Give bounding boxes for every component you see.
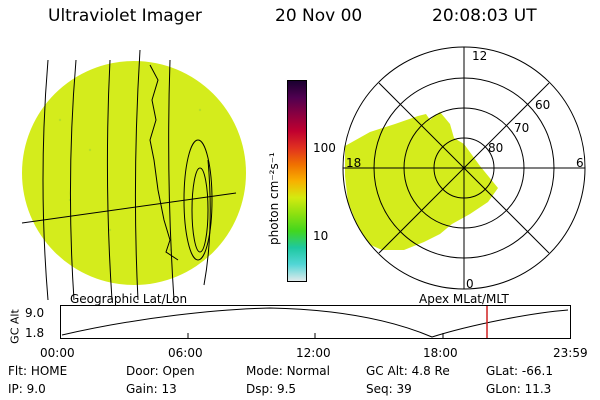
colorbar-tick-100: 100 — [313, 141, 336, 155]
altitude-plot — [60, 305, 571, 339]
altitude-xtick-1200: 12:00 — [296, 346, 331, 360]
status-glon: GLon: 11.3 — [486, 382, 551, 396]
status-dsp: Dsp: 9.5 — [246, 382, 296, 396]
status-glon-value: 11.3 — [524, 382, 552, 396]
mlt-label-18: 18 — [346, 156, 361, 170]
polar-grid — [342, 46, 586, 290]
geographic-image — [21, 49, 246, 300]
status-seq: Seq: 39 — [366, 382, 412, 396]
earth-disk — [22, 61, 246, 285]
status-ip-label: IP: — [8, 382, 23, 396]
altitude-ylabel: GC Alt — [8, 309, 22, 344]
altitude-xtick-0000: 00:00 — [40, 346, 75, 360]
status-door: Door: Open — [126, 364, 195, 378]
status-glon-label: GLon: — [486, 382, 521, 396]
status-gc-alt: GC Alt: 4.8 Re — [366, 364, 450, 378]
altitude-ytick-max: 9.0 — [25, 306, 45, 320]
status-glat-label: GLat: — [486, 364, 519, 378]
lat-label-60: 60 — [535, 98, 550, 112]
mlt-label-0: 0 — [466, 277, 474, 290]
lat-label-80: 80 — [488, 141, 503, 155]
altitude-ytick-min: 1.8 — [25, 326, 45, 340]
status-seq-value: 39 — [396, 382, 412, 396]
status-gain-value: 13 — [161, 382, 177, 396]
polar-plot: 12 18 6 0 60 70 80 — [342, 46, 586, 290]
colorbar-tick-10: 10 — [313, 229, 329, 243]
altitude-xtick-1800: 18:00 — [423, 346, 458, 360]
colorbar-strip — [287, 80, 307, 282]
instrument-title: Ultraviolet Imager — [48, 6, 202, 26]
status-gc-alt-label: GC Alt: — [366, 364, 408, 378]
geographic-grid — [21, 49, 237, 300]
status-flt: Flt: HOME — [8, 364, 67, 378]
mlt-label-12: 12 — [472, 49, 487, 63]
left-panel-caption: Geographic Lat/Lon — [70, 292, 188, 306]
status-ip: IP: 9.0 — [8, 382, 46, 396]
right-panel-caption: Apex MLat/MLT — [419, 292, 509, 306]
status-gc-alt-value: 4.8 Re — [411, 364, 450, 378]
status-flt-label: Flt: — [8, 364, 27, 378]
status-flt-value: HOME — [30, 364, 68, 378]
status-dsp-label: Dsp: — [246, 382, 274, 396]
colorbar — [287, 80, 307, 282]
status-glat-value: -66.1 — [521, 364, 553, 378]
status-gain: Gain: 13 — [126, 382, 177, 396]
status-mode: Mode: Normal — [246, 364, 330, 378]
status-mode-value: Normal — [286, 364, 330, 378]
date-label: 20 Nov 00 — [275, 6, 363, 26]
status-gain-label: Gain: — [126, 382, 158, 396]
auroral-oval — [345, 112, 498, 250]
altitude-xticks — [187, 333, 444, 339]
altitude-curve — [61, 307, 569, 338]
mlt-label-6: 6 — [576, 156, 584, 170]
status-dsp-value: 9.5 — [276, 382, 297, 396]
colorbar-unit-label: photon cm⁻²s⁻¹ — [267, 152, 281, 245]
status-glat: GLat: -66.1 — [486, 364, 553, 378]
status-ip-value: 9.0 — [26, 382, 46, 396]
time-label: 20:08:03 UT — [432, 6, 537, 26]
status-door-label: Door: — [126, 364, 159, 378]
altitude-xtick-2359: 23:59 — [553, 346, 588, 360]
status-door-value: Open — [162, 364, 195, 378]
status-seq-label: Seq: — [366, 382, 393, 396]
coastline-outline — [149, 64, 179, 261]
lat-label-70: 70 — [514, 121, 529, 135]
status-mode-label: Mode: — [246, 364, 283, 378]
altitude-xtick-0600: 06:00 — [168, 346, 203, 360]
